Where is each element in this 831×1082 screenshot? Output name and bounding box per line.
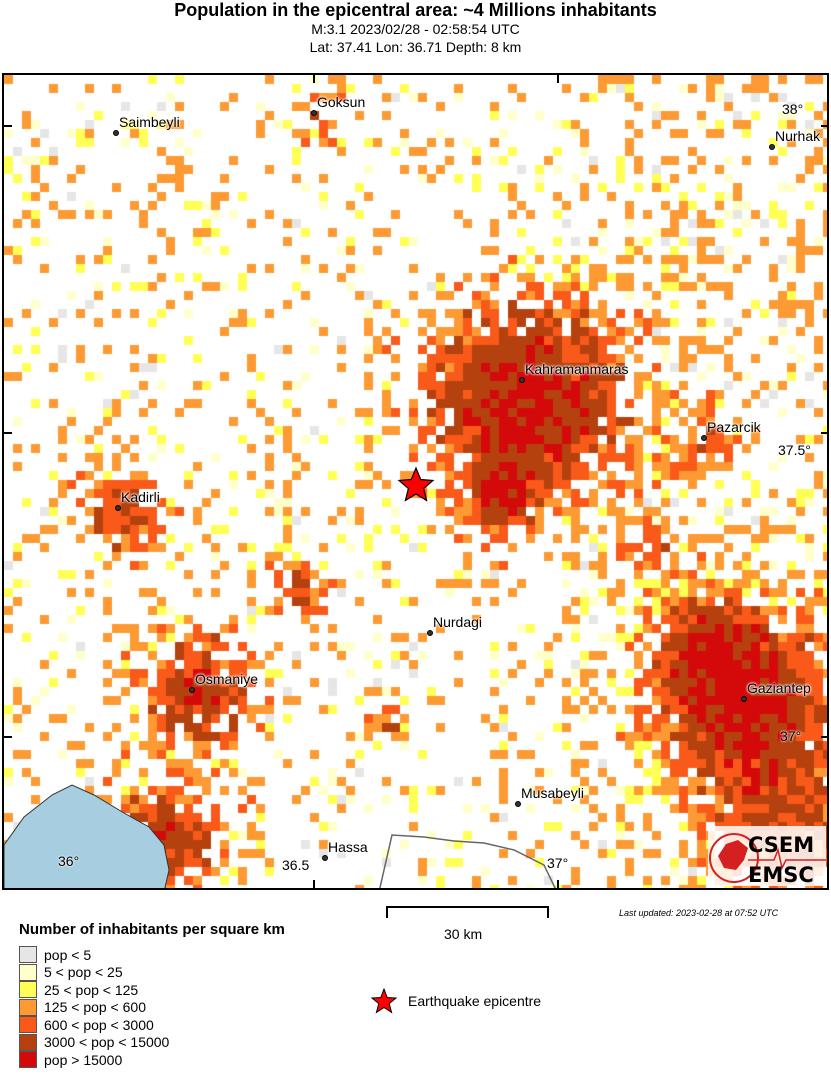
csem-emsc-logo: CSEM EMSC [708, 826, 826, 886]
legend-title: Number of inhabitants per square km [19, 921, 285, 938]
legend-label: 125 < pop < 600 [44, 999, 146, 1015]
legend-item: 600 < pop < 3000 [19, 1016, 154, 1033]
tick-mark [821, 736, 827, 738]
tick-mark [4, 125, 12, 127]
city-marker [113, 130, 119, 136]
city-label: Osmaniye [195, 671, 259, 687]
city-label: Nurdagi [433, 614, 483, 630]
tick-mark [557, 880, 559, 888]
legend-item: pop < 5 [19, 946, 91, 963]
legend-swatch [19, 1016, 37, 1033]
city-marker [311, 110, 317, 116]
lat-tick-37: 37° [780, 728, 802, 744]
lon-tick-36-5: 36.5 [282, 857, 310, 873]
scale-bar [386, 906, 549, 918]
legend-swatch [19, 1051, 37, 1068]
legend-label: 5 < pop < 25 [44, 964, 123, 980]
legend-item: 125 < pop < 600 [19, 998, 146, 1016]
event-info: M:3.1 2023/02/28 - 02:58:54 UTC [311, 21, 520, 37]
legend-label: 3000 < pop < 15000 [44, 1034, 170, 1050]
city-label: Musabeyli [521, 785, 585, 801]
legend-swatch [19, 1033, 37, 1051]
legend-swatch [19, 981, 37, 998]
last-updated: Last updated: 2023-02-28 at 07:52 UTC [619, 908, 779, 918]
legend-swatch [19, 946, 37, 963]
tick-mark [313, 75, 315, 83]
legend-swatch [19, 963, 37, 981]
city-marker [769, 144, 775, 150]
border-line [379, 834, 556, 888]
city-marker [519, 377, 525, 383]
map-overlay [4, 466, 556, 888]
city-label: Hassa [328, 839, 368, 855]
legend-epicentre-label: Earthquake epicentre [408, 993, 542, 1009]
city-label: Goksun [317, 94, 366, 110]
city-label: Nurhak [775, 128, 821, 144]
city-label: Pazarcik [707, 419, 761, 435]
legend-item: 3000 < pop < 15000 [19, 1033, 170, 1051]
scale-label: 30 km [444, 926, 483, 942]
legend-label: 600 < pop < 3000 [44, 1016, 154, 1033]
city-label: Gaziantep [747, 680, 811, 696]
sea [4, 784, 170, 888]
legend-label: 25 < pop < 125 [44, 981, 139, 998]
city-label: Kadirli [121, 489, 160, 505]
legend-epicentre: Earthquake epicentre [370, 988, 541, 1014]
legend-label: pop < 5 [44, 946, 92, 963]
city-marker [427, 630, 433, 636]
city-label: Kahramanmaras [525, 361, 629, 377]
svg-text:EMSC: EMSC [748, 863, 814, 886]
legend-item: 25 < pop < 125 [19, 981, 138, 998]
tick-mark [821, 125, 827, 127]
legend-swatch [19, 998, 37, 1016]
legend-item: 5 < pop < 25 [19, 963, 123, 981]
svg-text:CSEM: CSEM [748, 833, 814, 857]
city-marker [322, 855, 328, 861]
population-map[interactable]: Goksun Saimbeyli Nurhak Kahramanmaras Pazarc… [2, 73, 829, 890]
tick-mark [4, 736, 12, 738]
lat-tick-37-5: 37.5° [778, 442, 811, 458]
city-marker [115, 505, 121, 511]
tick-mark [821, 432, 827, 434]
tick-mark [557, 75, 559, 83]
lat-tick-38: 38° [782, 101, 804, 117]
tick-mark [313, 880, 315, 888]
legend-item: pop > 15000 [19, 1051, 122, 1068]
star-icon [370, 988, 398, 1014]
city-marker [515, 801, 521, 807]
tick-mark [4, 432, 12, 434]
city-marker [701, 435, 707, 441]
event-location: Lat: 37.41 Lon: 36.71 Depth: 8 km [309, 39, 522, 55]
epicentre-star [397, 466, 435, 502]
city-marker [741, 696, 747, 702]
city-label: Saimbeyli [119, 114, 180, 130]
legend-label: pop > 15000 [44, 1051, 123, 1068]
map-title: Population in the epicentral area: ~4 Mi… [174, 0, 657, 20]
lon-tick-37: 37° [547, 855, 569, 871]
city-marker [189, 687, 195, 693]
lon-tick-36: 36° [58, 853, 80, 869]
